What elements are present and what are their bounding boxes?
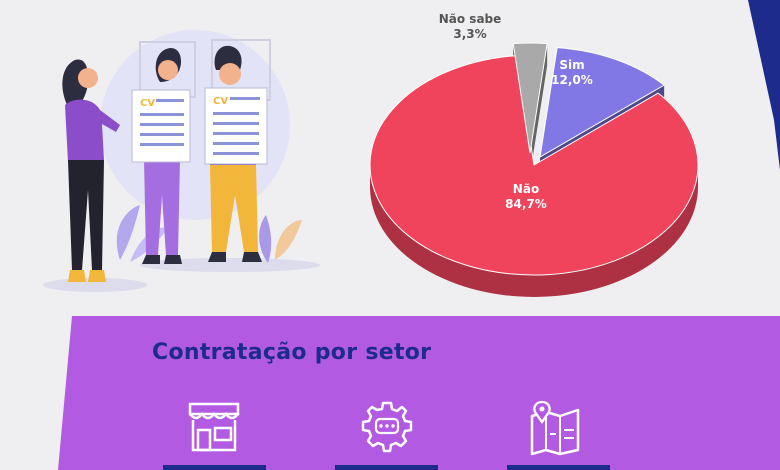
pie-slice-edge-não-sabe — [530, 43, 548, 175]
slice-name: Não sabe — [438, 12, 502, 26]
map-location-icon — [530, 400, 580, 456]
pie-chart — [369, 42, 699, 297]
pie-slice-side-não — [370, 165, 698, 297]
slice-label-nao-sabe: Não sabe 3,3% — [420, 12, 520, 42]
pie-slice-não — [369, 55, 699, 276]
sector-banner-bg — [58, 316, 780, 470]
sector-tab-3 — [507, 465, 610, 470]
recruitment-illustration: CV CV — [43, 30, 320, 292]
pie-slice-sim — [539, 47, 666, 158]
slice-label-sim: Sim 12,0% — [532, 58, 612, 88]
slice-label-nao: Não 84,7% — [476, 182, 576, 212]
slice-name: Não — [512, 182, 540, 196]
gear-chat-icon — [361, 401, 413, 453]
slice-value: 84,7% — [505, 197, 547, 211]
slice-value: 3,3% — [453, 27, 487, 41]
pie-slice-não-sabe — [512, 42, 548, 154]
slice-name: Sim — [559, 58, 585, 72]
slice-value: 12,0% — [551, 73, 593, 87]
right-accent — [748, 0, 780, 170]
sector-tab-1 — [163, 465, 266, 470]
store-icon — [188, 402, 240, 452]
sector-tab-2 — [335, 465, 438, 470]
banner-title: Contratação por setor — [152, 340, 432, 365]
svg-text:CV: CV — [140, 98, 155, 109]
svg-text:CV: CV — [213, 96, 228, 107]
